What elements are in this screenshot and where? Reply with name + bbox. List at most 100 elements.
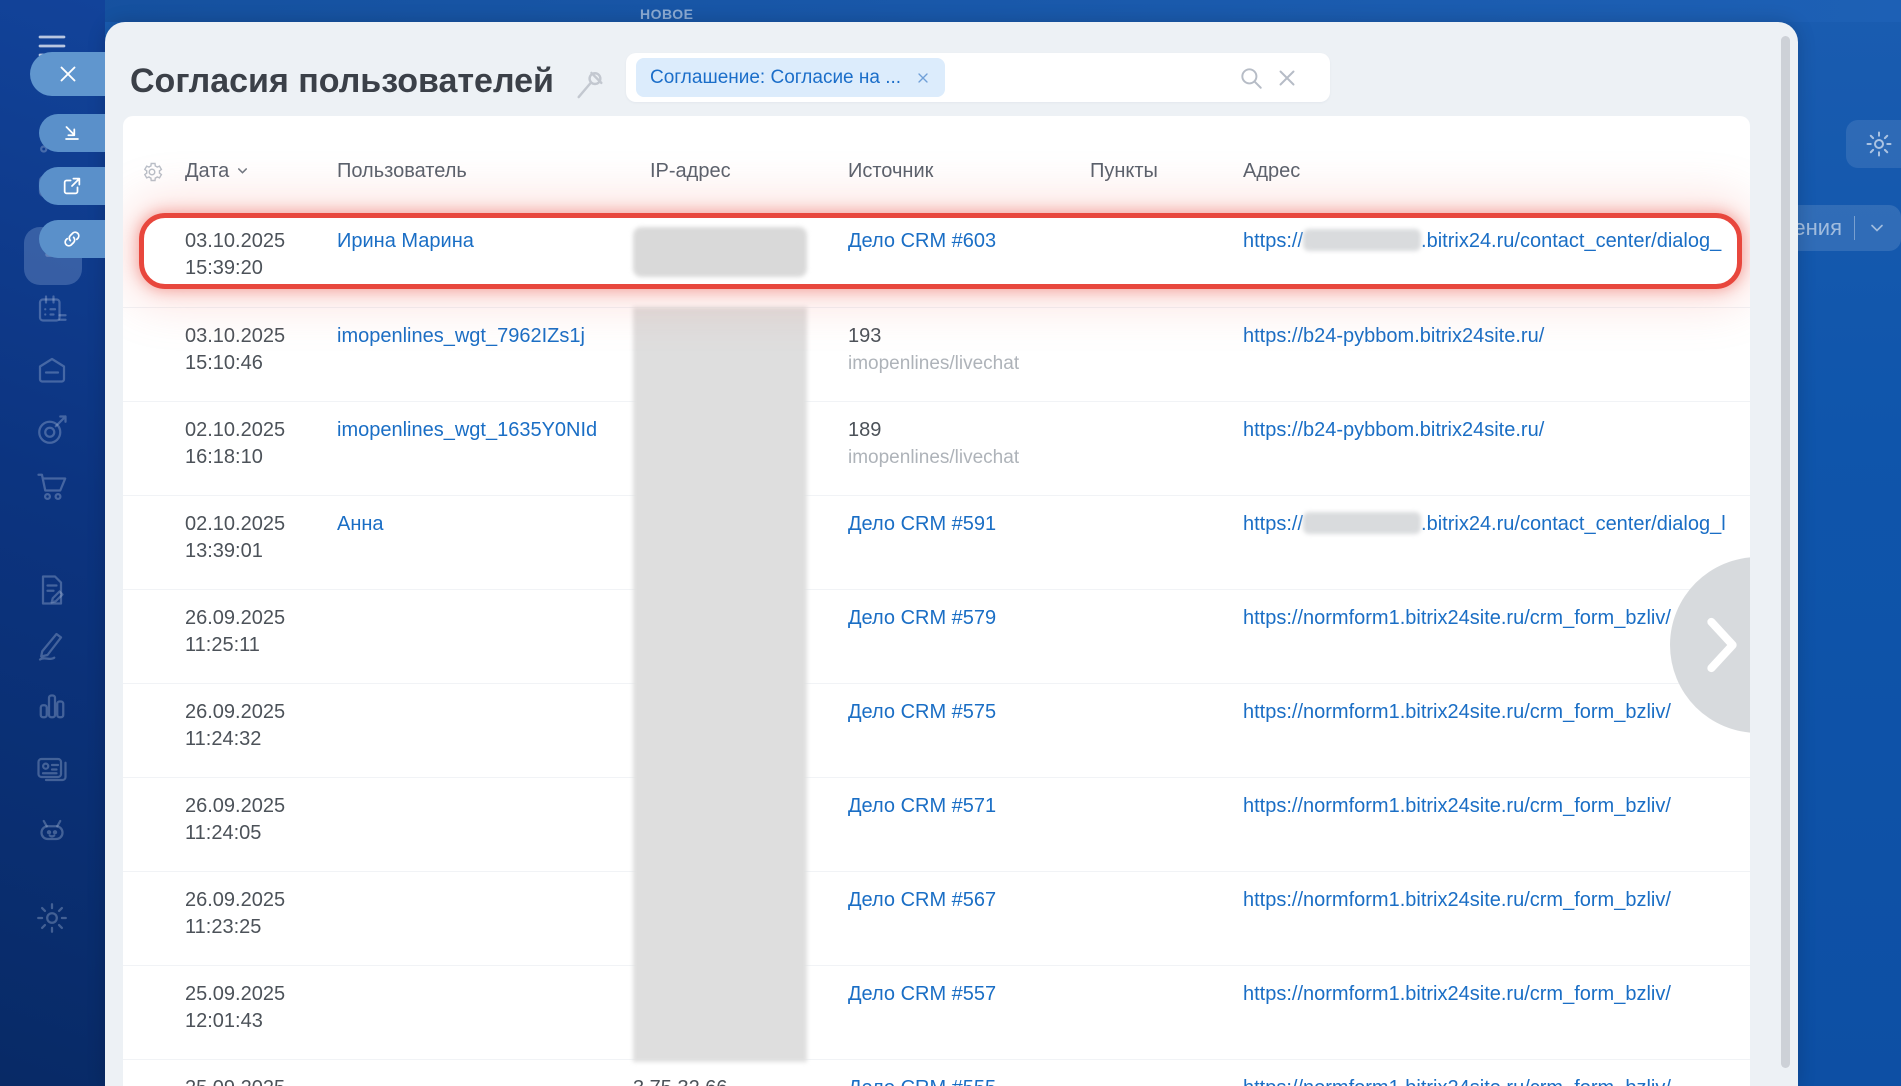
cell-date: 26.09.2025 11:25:11 [185, 607, 286, 656]
address-link[interactable]: https://normform1.bitrix24site.ru/crm_fo… [1243, 889, 1671, 911]
pin-icon[interactable] [573, 68, 607, 102]
sidebar-item-analytics[interactable] [34, 688, 70, 724]
consents-table: Дата Пользователь IP-адрес Источник Пункты Ад… [123, 116, 1750, 1086]
sidebar-item-forms[interactable] [34, 572, 70, 608]
table-row: 03.10.2025 15:39:20 Ирина Марина Дело CRM #… [123, 213, 1750, 307]
sidebar-item-settings[interactable] [34, 900, 70, 936]
column-header-1[interactable]: Дата [185, 160, 250, 183]
cell-address: https://b24-pybbom.bitrix24site.ru/ [1243, 402, 1544, 444]
collapse-icon [65, 126, 79, 140]
copy-link-button[interactable] [39, 220, 105, 258]
sidebar-item-tasks[interactable] [34, 292, 70, 328]
page-title: Согласия пользователей [130, 62, 554, 100]
address-link[interactable]: https://.bitrix24.ru/contact_center/dial… [1243, 229, 1722, 252]
cell-address: https://normform1.bitrix24site.ru/crm_fo… [1243, 1060, 1671, 1086]
ip-column-redaction [633, 307, 807, 1062]
address-link[interactable]: https://normform1.bitrix24site.ru/crm_fo… [1243, 607, 1671, 629]
column-header-5[interactable]: Пункты [1090, 160, 1158, 182]
source-link[interactable]: Дело CRM #555 [848, 1077, 996, 1086]
sidebar-item-storage[interactable] [34, 353, 70, 389]
cell-user: Анна [337, 496, 384, 538]
cell-ip: 3.75.32.66 [633, 1060, 728, 1086]
cell-source: Дело CRM #591 [848, 496, 996, 538]
cell-source: Дело CRM #575 [848, 684, 996, 726]
source-link[interactable]: Дело CRM #567 [848, 889, 997, 911]
address-link[interactable]: https://b24-pybbom.bitrix24site.ru/ [1243, 419, 1545, 441]
filter-chip-label: Соглашение: Согласие на ... [650, 66, 902, 88]
close-icon [60, 66, 75, 82]
source-secondary: imopenlines/livechat [848, 447, 1020, 468]
cell-source: Дело CRM #579 [848, 590, 996, 632]
cell-date: 03.10.2025 15:39:20 [185, 230, 286, 279]
user-link[interactable]: Ирина Марина [337, 230, 474, 252]
column-header-3[interactable]: IP-адрес [650, 160, 731, 182]
source-link[interactable]: Дело CRM #575 [848, 701, 997, 723]
user-link[interactable]: Анна [337, 513, 384, 535]
source-id: 193 [848, 325, 882, 347]
sidebar-item-sign[interactable] [34, 628, 70, 664]
address-link[interactable]: https://.bitrix24.ru/contact_center/dial… [1243, 512, 1726, 535]
cell-address: https://normform1.bitrix24site.ru/crm_fo… [1243, 590, 1671, 632]
clear-search-icon[interactable] [1274, 65, 1300, 91]
column-header-2[interactable]: Пользователь [337, 160, 467, 182]
source-link[interactable]: Дело CRM #603 [848, 230, 997, 252]
cell-source: Дело CRM #557 [848, 966, 996, 1008]
sidebar-item-contacts[interactable] [34, 750, 70, 786]
column-header-4[interactable]: Источник [848, 160, 934, 182]
address-link[interactable]: https://normform1.bitrix24site.ru/crm_fo… [1243, 701, 1671, 723]
cell-source: Дело CRM #567 [848, 872, 996, 914]
open-in-new-icon [63, 177, 81, 195]
sidebar-item-robot[interactable] [34, 812, 70, 848]
consents-slider-panel: Согласия пользователей Соглашение: Согла… [105, 22, 1798, 1086]
button-divider [1854, 216, 1855, 240]
forms-icon [41, 575, 64, 605]
sidebar-item-marketing[interactable] [34, 412, 70, 448]
cell-address: https://.bitrix24.ru/contact_center/dial… [1243, 213, 1721, 255]
filter-chip[interactable]: Соглашение: Согласие на ... [636, 58, 946, 97]
sidebar [0, 0, 105, 1086]
filter-chip-close-icon[interactable] [915, 70, 931, 86]
vertical-scrollbar[interactable] [1781, 36, 1790, 1068]
page-settings-button[interactable] [1846, 120, 1901, 168]
close-button[interactable] [30, 52, 105, 96]
column-header-6[interactable]: Адрес [1243, 160, 1301, 182]
gear-icon [1866, 131, 1892, 157]
address-link[interactable]: https://normform1.bitrix24site.ru/crm_fo… [1243, 983, 1671, 1005]
cell-address: https://.bitrix24.ru/contact_center/dial… [1243, 496, 1726, 538]
filter-search-bar[interactable]: Соглашение: Согласие на ... [626, 53, 1330, 102]
table-row: 26.09.2025 11:23:25 Дело CRM #567 https://n… [123, 871, 1750, 965]
cell-address: https://normform1.bitrix24site.ru/crm_fo… [1243, 872, 1671, 914]
sidebar-item-shop[interactable] [34, 468, 70, 504]
cell-address: https://normform1.bitrix24site.ru/crm_fo… [1243, 966, 1671, 1008]
source-link[interactable]: Дело CRM #579 [848, 607, 997, 629]
domain-redacted-box [1303, 229, 1422, 251]
address-link[interactable]: https://normform1.bitrix24site.ru/crm_fo… [1243, 795, 1671, 817]
address-link[interactable]: https://b24-pybbom.bitrix24site.ru/ [1243, 325, 1545, 347]
marketing-icon [38, 415, 67, 444]
analytics-icon [39, 694, 65, 719]
source-link[interactable]: Дело CRM #591 [848, 513, 997, 535]
chevron-down-icon [1871, 224, 1883, 232]
cell-address: https://normform1.bitrix24site.ru/crm_fo… [1243, 778, 1671, 820]
cell-address: https://normform1.bitrix24site.ru/crm_fo… [1243, 684, 1671, 726]
source-link[interactable]: Дело CRM #571 [848, 795, 997, 817]
user-link[interactable]: imopenlines_wgt_7962IZs1j [337, 325, 585, 347]
collapse-button[interactable] [39, 114, 105, 152]
address-link[interactable]: https://normform1.bitrix24site.ru/crm_fo… [1243, 1077, 1671, 1086]
chevron-right-icon [1707, 617, 1737, 673]
tasks-icon [38, 295, 67, 322]
cell-user: imopenlines_wgt_7962IZs1j [337, 308, 585, 350]
cell-date: 26.09.2025 11:24:32 [185, 701, 286, 750]
search-icon[interactable] [1238, 65, 1264, 91]
source-link[interactable]: Дело CRM #557 [848, 983, 997, 1005]
cell-date: 02.10.2025 13:39:01 [185, 513, 286, 562]
table-settings-gear-icon[interactable] [140, 160, 164, 184]
cell-date: 26.09.2025 11:23:25 [185, 889, 286, 938]
open-in-new-button[interactable] [39, 167, 105, 205]
cell-user: Ирина Марина [337, 213, 474, 255]
sort-chevron-down-icon [235, 161, 250, 176]
cell-source: Дело CRM #603 [848, 213, 996, 255]
user-link[interactable]: imopenlines_wgt_1635Y0NId [337, 419, 598, 441]
table-rows: 03.10.2025 15:39:20 Ирина Марина Дело CRM #… [123, 213, 1750, 1086]
